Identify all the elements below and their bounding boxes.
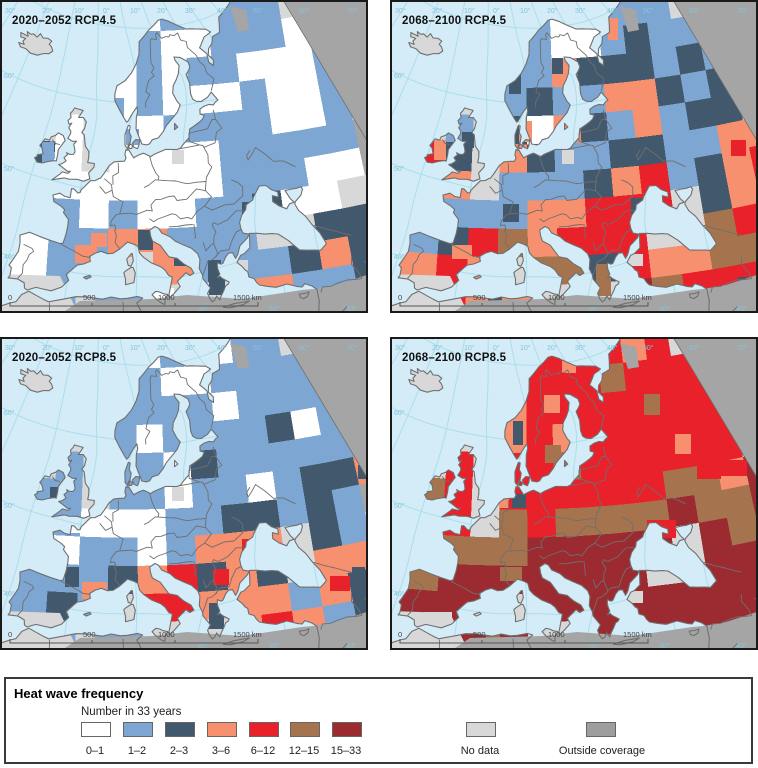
svg-text:2020–2052 RCP8.5: 2020–2052 RCP8.5 (12, 352, 117, 364)
svg-text:2020–2052 RCP4.5: 2020–2052 RCP4.5 (12, 15, 117, 27)
svg-text:2068–2100 RCP8.5: 2068–2100 RCP8.5 (402, 352, 507, 364)
svg-text:2068–2100 RCP4.5: 2068–2100 RCP4.5 (402, 15, 507, 27)
